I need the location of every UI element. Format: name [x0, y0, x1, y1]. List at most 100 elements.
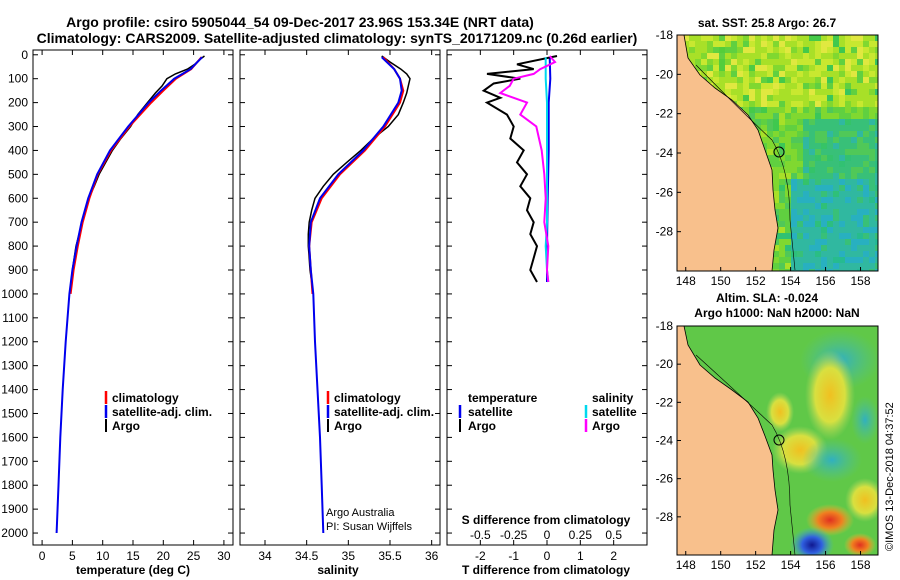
sst-pixel — [809, 101, 815, 107]
sst-pixel — [779, 155, 785, 161]
sst-pixel — [827, 107, 833, 113]
sst-pixel — [845, 41, 851, 47]
sst-pixel — [857, 137, 863, 143]
sst-pixel — [785, 209, 791, 215]
sst-pixel — [725, 83, 731, 89]
credit-line1: Argo Australia — [326, 507, 395, 519]
sst-pixel — [809, 95, 815, 101]
sst-pixel — [827, 137, 833, 143]
sst-pixel — [779, 131, 785, 137]
x-tick-label: 2 — [610, 549, 617, 563]
sst-pixel — [827, 263, 833, 269]
s-diff-tick-label: 0 — [544, 528, 551, 542]
sst-pixel — [863, 179, 869, 185]
sst-pixel — [809, 47, 815, 53]
sst-pixel — [833, 245, 839, 251]
sst-pixel — [809, 221, 815, 227]
sst-pixel — [827, 161, 833, 167]
sst-pixel — [803, 191, 809, 197]
sst-pixel — [749, 95, 755, 101]
sst-pixel — [785, 173, 791, 179]
sst-pixel — [719, 83, 725, 89]
sst-pixel — [797, 65, 803, 71]
sst-pixel — [821, 191, 827, 197]
sst-pixel — [791, 101, 797, 107]
sst-pixel — [707, 71, 713, 77]
sst-pixel — [773, 161, 779, 167]
sla-feature-cyan — [851, 396, 878, 444]
sst-pixel — [815, 167, 821, 173]
sst-pixel — [791, 89, 797, 95]
sst-pixel — [857, 167, 863, 173]
sst-pixel — [833, 251, 839, 257]
sst-pixel — [815, 257, 821, 263]
sst-pixel — [827, 239, 833, 245]
sst-pixel — [839, 83, 845, 89]
sst-pixel — [731, 65, 737, 71]
sst-pixel — [743, 107, 749, 113]
depth-tick-label: 500 — [8, 167, 28, 181]
sst-pixel — [797, 191, 803, 197]
sst-pixel — [875, 53, 878, 59]
sst-pixel — [839, 131, 845, 137]
depth-tick-label: 1300 — [1, 359, 28, 373]
sst-pixel — [845, 269, 851, 271]
sst-pixel — [821, 89, 827, 95]
sst-pixel — [827, 149, 833, 155]
sst-pixel — [791, 209, 797, 215]
sst-pixel — [815, 185, 821, 191]
sst-map-axes: 148 150 152 154 156 158 -18 -20 -22 -24 -26 -28 — [656, 28, 871, 288]
sst-pixel — [815, 101, 821, 107]
sst-pixel — [719, 89, 725, 95]
sst-pixel — [773, 155, 779, 161]
sst-pixel — [773, 77, 779, 83]
depth-tick-label: 900 — [8, 263, 28, 277]
sst-pixel — [821, 161, 827, 167]
sst-pixel — [779, 161, 785, 167]
sst-pixel — [773, 173, 779, 179]
sst-pixel — [791, 155, 797, 161]
sst-pixel — [773, 59, 779, 65]
sst-pixel — [809, 227, 815, 233]
x-tick-label: 10 — [96, 549, 110, 563]
sst-pixel — [827, 185, 833, 191]
sst-pixel — [857, 107, 863, 113]
sst-pixel — [737, 47, 743, 53]
depth-tick-label: 1900 — [1, 502, 28, 516]
sst-pixel — [851, 245, 857, 251]
sst-pixel — [839, 149, 845, 155]
sst-pixel — [863, 119, 869, 125]
sst-pixel — [809, 263, 815, 269]
sst-pixel — [815, 53, 821, 59]
sst-pixel — [869, 191, 875, 197]
sst-pixel — [773, 47, 779, 53]
sst-pixel — [755, 107, 761, 113]
sst-pixel — [863, 251, 869, 257]
sst-pixel — [803, 203, 809, 209]
sst-pixel — [827, 125, 833, 131]
x-tick-label: -2 — [475, 549, 486, 563]
sst-pixel — [833, 209, 839, 215]
sst-pixel — [815, 119, 821, 125]
sst-pixel — [767, 107, 773, 113]
sst-pixel — [869, 131, 875, 137]
sst-pixel — [875, 47, 878, 53]
sst-pixel — [803, 59, 809, 65]
sst-pixel — [863, 233, 869, 239]
sst-pixel — [785, 65, 791, 71]
temperature-x-axis: 0 5 10 15 20 25 30 — [39, 50, 231, 563]
x-tick-label: 0 — [544, 549, 551, 563]
sst-pixel — [851, 35, 857, 41]
temperature-series-argo — [69, 55, 205, 290]
sst-pixel — [785, 71, 791, 77]
x-tick-label: 1 — [577, 549, 584, 563]
sst-pixel — [839, 263, 845, 269]
map-y-tick-label: -22 — [656, 395, 674, 409]
sst-pixel — [767, 35, 773, 41]
sst-pixel — [707, 47, 713, 53]
map-y-tick-label: -24 — [656, 146, 674, 160]
sst-pixel — [851, 95, 857, 101]
sst-pixel — [821, 239, 827, 245]
sst-pixel — [845, 185, 851, 191]
sst-pixel — [863, 197, 869, 203]
